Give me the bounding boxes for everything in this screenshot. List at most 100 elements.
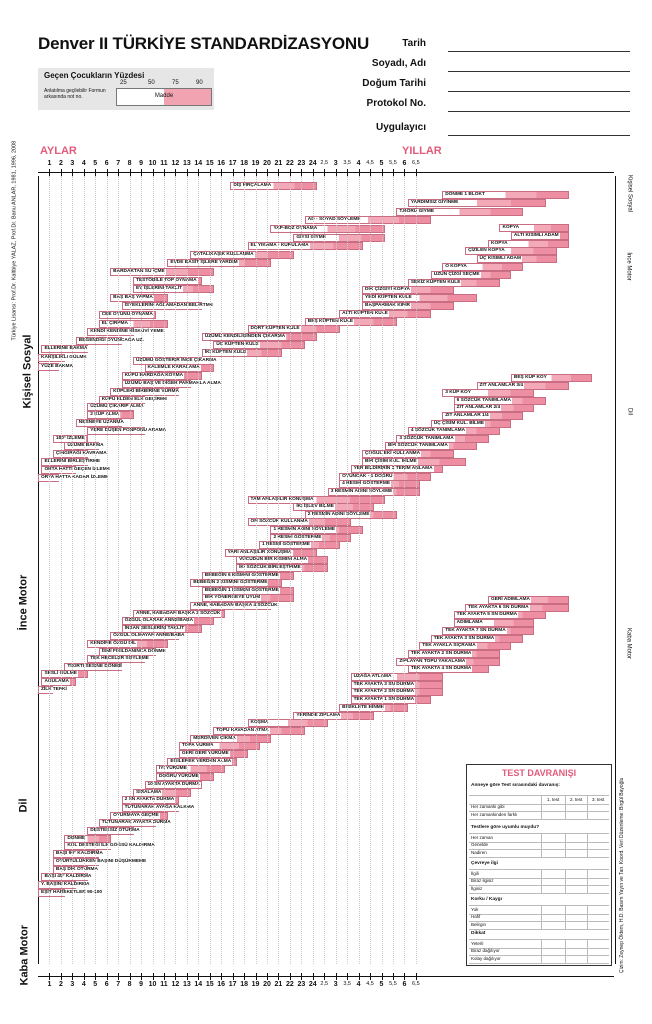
milestone-bar[interactable] xyxy=(499,224,569,232)
milestone-item[interactable]: ÇATAL/KAŞIK KULLANMA xyxy=(0,250,652,259)
milestone-bar[interactable] xyxy=(230,182,317,190)
tb-row[interactable]: Belirgin xyxy=(469,921,609,930)
milestone-item[interactable]: 6 SÖZCÜK TANIMLAMA xyxy=(0,396,652,405)
milestone-item[interactable]: SEKİZ KÜPTEN KULE xyxy=(0,278,652,287)
milestone-item[interactable]: TEK AYAKTA 7 SN DURMA xyxy=(0,626,652,635)
date-line[interactable] xyxy=(448,51,630,52)
milestone-item[interactable]: TOPA VURMA xyxy=(0,742,652,751)
milestone-bar[interactable] xyxy=(488,239,569,248)
milestone-item[interactable]: GİYSİ GİYME xyxy=(0,233,652,242)
milestone-item[interactable]: ELLERİNE BAKMA xyxy=(0,345,652,354)
milestone-item[interactable]: KARŞILIKLI GÜLME xyxy=(0,354,652,362)
milestone-item[interactable]: OTURTULURKEN BAŞINI DÜŞÜRMEME xyxy=(0,857,652,866)
milestone-item[interactable]: BİR YÖNERGEYE UYUM xyxy=(0,594,652,603)
milestone-item[interactable]: TEK AYAKLA SIÇRAMA xyxy=(0,642,652,651)
milestone-item[interactable]: BEŞ KÜP KOY xyxy=(0,374,652,382)
milestone-item[interactable]: BEBEĞİN 1 KISMINI GÖSTERME xyxy=(0,586,652,595)
milestone-item[interactable]: 3 RESMİN ADINI SÖYLEME xyxy=(0,488,652,496)
milestone-item[interactable]: TEK AYAKTA 5 SN DURMA xyxy=(0,611,652,620)
milestone-item[interactable]: VÜCUDUN BİR KISMINI ALMA xyxy=(0,556,652,565)
milestone-bar[interactable] xyxy=(270,225,386,233)
milestone-bar[interactable] xyxy=(362,294,478,303)
milestone-item[interactable]: TAM ANLAŞILIR KONUŞMA xyxy=(0,495,652,504)
milestone-item[interactable]: ZIPLAYAN TOPU YAKALAMA xyxy=(0,657,652,666)
milestone-item[interactable]: UZUN ÇİZGİ SEÇME xyxy=(0,270,652,279)
milestone-item[interactable]: BAŞ BAŞ YAPMA xyxy=(0,293,652,302)
milestone-item[interactable]: İKİ SÖZCÜK BİRLEŞTİRME xyxy=(0,564,652,572)
milestone-item[interactable]: ELLERİNİ BİRLEŞTİRME xyxy=(0,458,652,466)
milestone-item[interactable]: ÜÇ KISIMLI ADAM xyxy=(0,255,652,264)
date-field[interactable]: Tarih xyxy=(330,38,630,54)
milestone-item[interactable]: ALTI KÜPTEN KULE xyxy=(0,309,652,318)
milestone-item[interactable]: İKİ İŞLEV BİLME xyxy=(0,503,652,512)
milestone-item[interactable]: 4 RESMİ GÖSTERME xyxy=(0,480,652,489)
milestone-item[interactable]: YERİNDE ZIPLAMA xyxy=(0,711,652,720)
milestone-item[interactable]: 3 KÜP KOY xyxy=(0,389,652,398)
milestone-item[interactable]: TUTUNARAK AYAKTA DURMA xyxy=(0,819,652,828)
milestone-item[interactable]: EĞİLEREK YERDEN ALMA xyxy=(0,757,652,766)
milestone-item[interactable]: GERİ ADIMLAMA xyxy=(0,596,652,604)
milestone-item[interactable]: 2 KÜP ALMA xyxy=(0,411,652,420)
milestone-item[interactable]: 2 SN AYAKTA DURMA xyxy=(0,796,652,805)
tb-row[interactable]: Her zamanki gibi xyxy=(469,803,609,812)
milestone-item[interactable]: GERİ GERİ YÜRÜME xyxy=(0,750,652,758)
tb-row[interactable]: Hafif xyxy=(469,913,609,922)
milestone-item[interactable]: YÜZE BAKMA xyxy=(0,362,652,371)
milestone-item[interactable]: İKİ KÜPTEN KULE xyxy=(0,348,652,357)
milestone-item[interactable]: KOPYA xyxy=(0,239,652,248)
milestone-item[interactable]: KÜPÜ ELDEN ELE GEÇİRME xyxy=(0,395,652,404)
protocol-field[interactable]: Protokol No. xyxy=(330,98,630,114)
milestone-item[interactable]: BAŞPARMAK KIPIR xyxy=(0,302,652,310)
milestone-item[interactable]: ÇINGIRAĞI KAVRAMA xyxy=(0,450,652,459)
milestone-item[interactable]: BAŞ DİK OTURMA xyxy=(0,865,652,874)
milestone-item[interactable]: DİŞ FIRÇALAMA xyxy=(0,182,652,190)
milestone-item[interactable]: KOL DESTEĞİ İLE GÖĞSÜ KALDIRMA xyxy=(0,842,652,851)
milestone-item[interactable]: TEK AYAKTA 2 SN DURMA xyxy=(0,649,652,658)
milestone-item[interactable]: İSMİ FISILDANINCA DÖNME xyxy=(0,647,652,656)
milestone-item[interactable]: ZİLE TEPKİ xyxy=(0,685,652,694)
milestone-item[interactable]: O KOPYA xyxy=(0,263,652,271)
examiner-field[interactable]: Uygulayıcı xyxy=(330,122,630,138)
milestone-item[interactable]: 1 RESMİ GÖSTERME xyxy=(0,541,652,550)
milestone-item[interactable]: ZIT ANLAMLAR 1/4 xyxy=(0,412,652,420)
milestone-item[interactable]: KÜPLERİ BİRBİRİNE VURMA xyxy=(0,387,652,396)
milestone-item[interactable]: ÖZGÜL OLMAYAN ANNE/BABA xyxy=(0,632,652,641)
milestone-item[interactable]: YAP-BOZ OYNAMA xyxy=(0,225,652,233)
milestone-item[interactable]: AD - SOYAD SÖYLEME xyxy=(0,216,652,225)
milestone-item[interactable]: DİK ÇİZGİYİ KOPYA xyxy=(0,286,652,295)
milestone-item[interactable]: DÖNME xyxy=(0,834,652,843)
milestone-item[interactable]: ANNE, BABADAN BAŞKA 2 SÖZCÜK xyxy=(0,609,652,618)
milestone-item[interactable]: KALEMLE KARALAMA xyxy=(0,364,652,373)
milestone-item[interactable]: T.BÖRÜ GİYME xyxy=(0,207,652,216)
milestone-item[interactable]: ÜZÜMÜ BAŞ VE DİĞER PARMAKLA ALMA xyxy=(0,380,652,388)
milestone-bar[interactable] xyxy=(64,834,111,843)
name-field[interactable]: Soyadı, Adı xyxy=(330,58,630,74)
milestone-item[interactable]: 2 RESMİ GÖSTERME xyxy=(0,533,652,542)
milestone-bar[interactable] xyxy=(304,216,432,225)
milestone-item[interactable]: 2 RESMİN ADINI SÖYLEME xyxy=(0,510,652,519)
milestone-bar[interactable] xyxy=(293,233,386,242)
milestone-item[interactable]: BARDAKTAN SU İÇME xyxy=(0,268,652,276)
milestone-item[interactable]: EV İŞLERİNİ TAKLİT xyxy=(0,285,652,294)
birthdate-line[interactable] xyxy=(448,91,630,92)
milestone-item[interactable]: 3 SÖZCÜK TANIMLAMA xyxy=(0,434,652,443)
milestone-item[interactable]: BEBEĞİN 2 KISMINI GÖSTERME xyxy=(0,579,652,588)
milestone-item[interactable]: TUTUNARAK AYAĞA KALKMA xyxy=(0,803,652,812)
milestone-item[interactable]: TEK AYAKTA 4 SN DURMA xyxy=(0,665,652,674)
milestone-item[interactable]: KENDİNE ÖZGÜ DİL xyxy=(0,640,652,648)
tb-row[interactable]: İlgisiz xyxy=(469,885,609,894)
milestone-item[interactable]: TEK AYAKTA 6 SN DURMA xyxy=(0,603,652,612)
milestone-item[interactable]: OTURMAYA GEÇME xyxy=(0,811,652,820)
milestone-bar[interactable] xyxy=(442,190,569,199)
milestone-item[interactable]: BİR ÇİSİM KUL. BİLME xyxy=(0,457,652,466)
milestone-item[interactable]: YARDIMSIZ GİYİNME xyxy=(0,199,652,208)
milestone-item[interactable]: BEBEĞİN 6 KISMINI GÖSTERME xyxy=(0,571,652,580)
examiner-line[interactable] xyxy=(448,135,630,136)
milestone-item[interactable]: SIRALAMA xyxy=(0,788,652,797)
milestone-item[interactable]: 10 SN AYAKTA DURMA xyxy=(0,780,652,789)
milestone-item[interactable]: KÜPÜ BARDAĞA KOYMA xyxy=(0,372,652,381)
milestone-item[interactable]: ÜZÜMÜ KENDİLİĞİNDEN ÇIKARMA xyxy=(0,333,652,342)
milestone-item[interactable]: ALTI KISIMLI ADAM xyxy=(0,231,652,240)
milestone-item[interactable]: ÇOĞUL EKİ KULLANMA xyxy=(0,450,652,458)
milestone-item[interactable]: AGULAMA xyxy=(0,678,652,686)
